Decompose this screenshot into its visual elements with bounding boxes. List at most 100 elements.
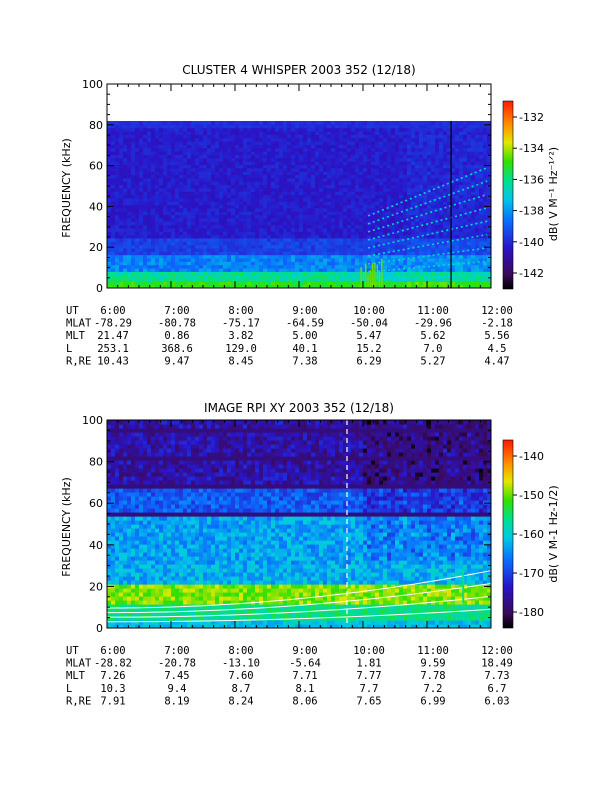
heat-cell	[191, 257, 196, 262]
heat-cell	[431, 237, 436, 242]
heat-cell	[215, 167, 220, 172]
heat-cell	[379, 144, 384, 149]
heat-cell	[263, 141, 268, 145]
heat-cell	[459, 164, 464, 169]
heat-cell	[199, 134, 204, 139]
heat-cell	[307, 281, 312, 286]
heat-cell	[251, 204, 256, 209]
heat-cell	[275, 264, 280, 269]
heat-cell	[303, 217, 308, 222]
heat-cell	[207, 171, 212, 176]
heat-cell	[179, 267, 184, 272]
heat-cell	[387, 277, 392, 282]
heat-cell	[447, 194, 452, 199]
heat-cell	[443, 121, 448, 125]
heat-cell	[151, 211, 156, 216]
heat-cell	[115, 264, 120, 269]
heat-cell	[483, 227, 488, 232]
heat-cell	[239, 134, 244, 139]
heat-cell	[355, 281, 360, 286]
heat-cell	[267, 127, 272, 132]
heat-cell	[455, 211, 460, 216]
heat-cell	[147, 191, 152, 196]
heat-cell	[143, 134, 148, 139]
heat-cell	[451, 201, 456, 206]
heat-cell	[147, 171, 152, 176]
heat-cell	[415, 274, 420, 279]
heat-cell	[207, 131, 212, 135]
heat-cell	[319, 227, 324, 232]
heat-cell	[219, 144, 224, 149]
heat-cell	[447, 277, 452, 282]
heat-cell	[407, 254, 412, 259]
heat-cell	[435, 207, 440, 212]
ephemeris-row-label: R,RE	[66, 355, 91, 367]
heat-cell	[327, 167, 332, 172]
heat-cell	[219, 164, 224, 169]
heat-cell	[459, 251, 464, 256]
heat-cell	[267, 224, 272, 229]
heat-cell	[159, 184, 164, 189]
heat-cell	[107, 267, 112, 272]
heat-cell	[447, 144, 452, 149]
heat-cell	[391, 254, 396, 259]
heat-cell	[115, 244, 120, 249]
heat-cell	[319, 231, 324, 236]
heat-cell	[383, 137, 388, 142]
heat-cell	[255, 284, 260, 288]
heat-cell	[483, 274, 488, 279]
heat-cell	[175, 201, 180, 206]
heat-cell	[159, 194, 164, 199]
heat-cell	[407, 211, 412, 216]
heat-cell	[291, 234, 296, 239]
heat-cell	[287, 231, 292, 236]
heat-cell	[455, 257, 460, 262]
heat-cell	[275, 277, 280, 282]
heat-cell	[379, 174, 384, 179]
y-tick-label: 80	[89, 119, 103, 132]
heat-cell	[139, 271, 144, 276]
heat-cell	[275, 137, 280, 142]
heat-cell	[283, 187, 288, 192]
heat-cell	[263, 201, 268, 206]
heat-cell	[323, 194, 328, 199]
heat-cell	[303, 231, 308, 236]
heat-cell	[191, 241, 196, 246]
heat-cell	[107, 177, 112, 182]
heat-cell	[107, 191, 112, 196]
heat-cell	[339, 147, 344, 152]
heat-cell	[123, 137, 128, 142]
heat-cell	[415, 137, 420, 142]
heat-cell	[203, 267, 208, 272]
heat-cell	[295, 257, 300, 262]
heat-cell	[239, 124, 244, 129]
heat-cell	[463, 127, 468, 132]
heat-cell	[343, 121, 348, 125]
heat-cell	[255, 194, 260, 199]
heat-cell	[391, 144, 396, 149]
heat-cell	[127, 214, 132, 219]
heat-cell	[235, 204, 240, 209]
heat-cell	[123, 184, 128, 189]
heat-cell	[379, 147, 384, 152]
harmonic-band	[367, 207, 488, 241]
heat-cell	[255, 121, 260, 125]
heat-cell	[479, 134, 484, 139]
heat-cell	[147, 177, 152, 182]
heat-cell	[351, 121, 356, 125]
heat-cell	[159, 261, 164, 266]
heat-cell	[367, 241, 372, 246]
heat-cell	[423, 157, 428, 162]
heat-cell	[227, 174, 232, 179]
heat-cell	[355, 204, 360, 209]
heat-cell	[135, 127, 140, 132]
heat-cell	[367, 181, 372, 186]
heat-cell	[471, 121, 476, 125]
heat-cell	[163, 231, 168, 236]
heat-cell	[215, 237, 220, 242]
heat-cell	[147, 201, 152, 206]
heat-cell	[195, 204, 200, 209]
heat-cell	[239, 281, 244, 286]
heat-cell	[435, 274, 440, 279]
heat-cell	[359, 181, 364, 186]
